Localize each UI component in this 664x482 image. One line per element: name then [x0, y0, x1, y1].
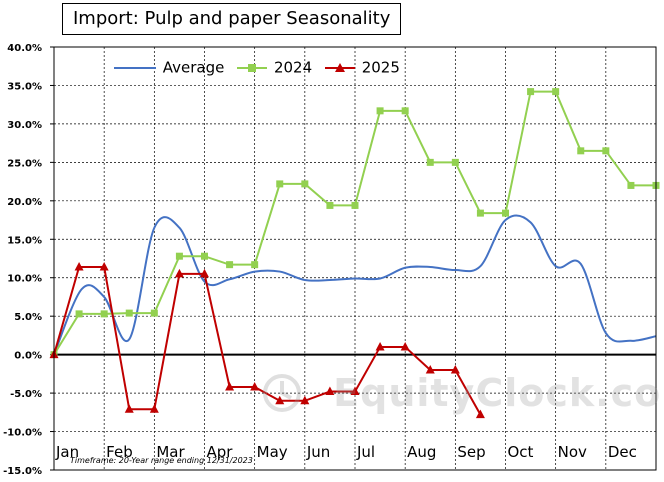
point-2024: [125, 309, 133, 317]
point-2025: [325, 386, 335, 396]
y-tick-label: 30.0%: [7, 120, 42, 131]
point-2024: [326, 201, 334, 209]
point-2024: [527, 88, 535, 96]
point-2025: [275, 395, 285, 405]
y-tick-label: 0.0%: [14, 351, 42, 362]
timeframe-footnote: Timeframe: 20-Year range ending 12/31/20…: [70, 456, 253, 465]
point-2025: [250, 381, 260, 391]
legend-item-average: Average: [112, 58, 224, 77]
point-2025: [149, 404, 159, 413]
point-2024: [376, 107, 384, 115]
point-2025: [425, 365, 435, 374]
x-month-label: May: [257, 443, 288, 461]
point-2024: [426, 158, 434, 166]
point-2025: [375, 341, 385, 351]
x-axis-ticks: Jan Feb Mar Apr May Jun Jul Aug Sep Oct Nov Dec: [55, 443, 637, 461]
x-month-label: Nov: [558, 443, 587, 461]
point-2024: [502, 209, 509, 217]
point-2024: [150, 309, 158, 317]
legend-label-2025: 2025: [361, 58, 400, 77]
legend-item-2024: 2024: [235, 58, 312, 77]
y-tick-label: 15.0%: [7, 235, 42, 246]
point-2024: [627, 181, 635, 189]
x-month-label: Sep: [457, 443, 485, 461]
point-2025: [124, 404, 134, 413]
point-2024: [100, 310, 108, 318]
x-month-label: Mar: [156, 443, 185, 461]
y-tick-label: 5.0%: [14, 312, 42, 323]
x-month-label: Jul: [356, 443, 375, 461]
point-2025: [200, 268, 209, 278]
plot-area-frame: [53, 46, 657, 471]
point-2025: [300, 395, 310, 405]
point-2024: [351, 201, 359, 209]
y-tick-label: 25.0%: [7, 158, 42, 169]
point-2024: [451, 158, 459, 166]
legend-label-2024: 2024: [273, 58, 313, 77]
y-tick-label: 20.0%: [7, 197, 42, 208]
point-2024: [251, 261, 259, 269]
point-2025: [350, 386, 360, 396]
point-2024: [175, 252, 183, 260]
point-2024: [602, 147, 610, 155]
x-month-label: Jun: [306, 443, 330, 461]
series-line-average: [53, 214, 657, 356]
y-tick-label: -15.0%: [3, 466, 42, 477]
series-line-2025: [53, 265, 482, 416]
point-2025: [74, 261, 84, 271]
x-month-label: Feb: [106, 443, 133, 461]
point-2025: [475, 409, 485, 419]
point-2024: [301, 180, 309, 188]
point-2024: [75, 310, 83, 318]
point-2025: [225, 381, 235, 391]
y-tick-label: -10.0%: [3, 428, 42, 439]
point-2024: [552, 88, 560, 96]
point-2024: [226, 261, 234, 269]
equityclock-logo-icon: [262, 373, 302, 417]
x-month-label: Apr: [207, 443, 234, 461]
point-2025: [99, 261, 109, 271]
chart-title: Import: Pulp and paper Seasonality: [62, 3, 402, 35]
y-tick-label: 35.0%: [7, 81, 42, 92]
legend-item-2025: 2025: [323, 58, 400, 77]
point-2024: [577, 147, 585, 155]
legend-label-average: Average: [162, 58, 225, 77]
series-lines: [49, 88, 660, 419]
x-month-label: Aug: [407, 443, 436, 461]
y-tick-label: 10.0%: [7, 274, 42, 285]
x-month-label: Dec: [608, 443, 637, 461]
chart-legend: Average 2024 2025: [112, 58, 406, 77]
point-2025: [400, 341, 410, 351]
watermark-text: EquityClock.com: [333, 371, 664, 415]
point-2025: [450, 365, 460, 374]
y-axis-ticks: 40.0% 35.0% 30.0% 25.0% 20.0% 15.0% 10.0% 5.0% 0…: [3, 43, 54, 477]
y-tick-label: 40.0%: [7, 43, 42, 54]
point-2025: [174, 268, 184, 278]
point-2024: [401, 107, 409, 115]
point-2024: [276, 180, 284, 188]
x-month-label: Jan: [55, 443, 79, 461]
y-tick-label: -5.0%: [10, 389, 42, 400]
point-2024: [476, 209, 484, 217]
point-2024: [201, 252, 208, 260]
x-month-label: Oct: [508, 443, 534, 461]
